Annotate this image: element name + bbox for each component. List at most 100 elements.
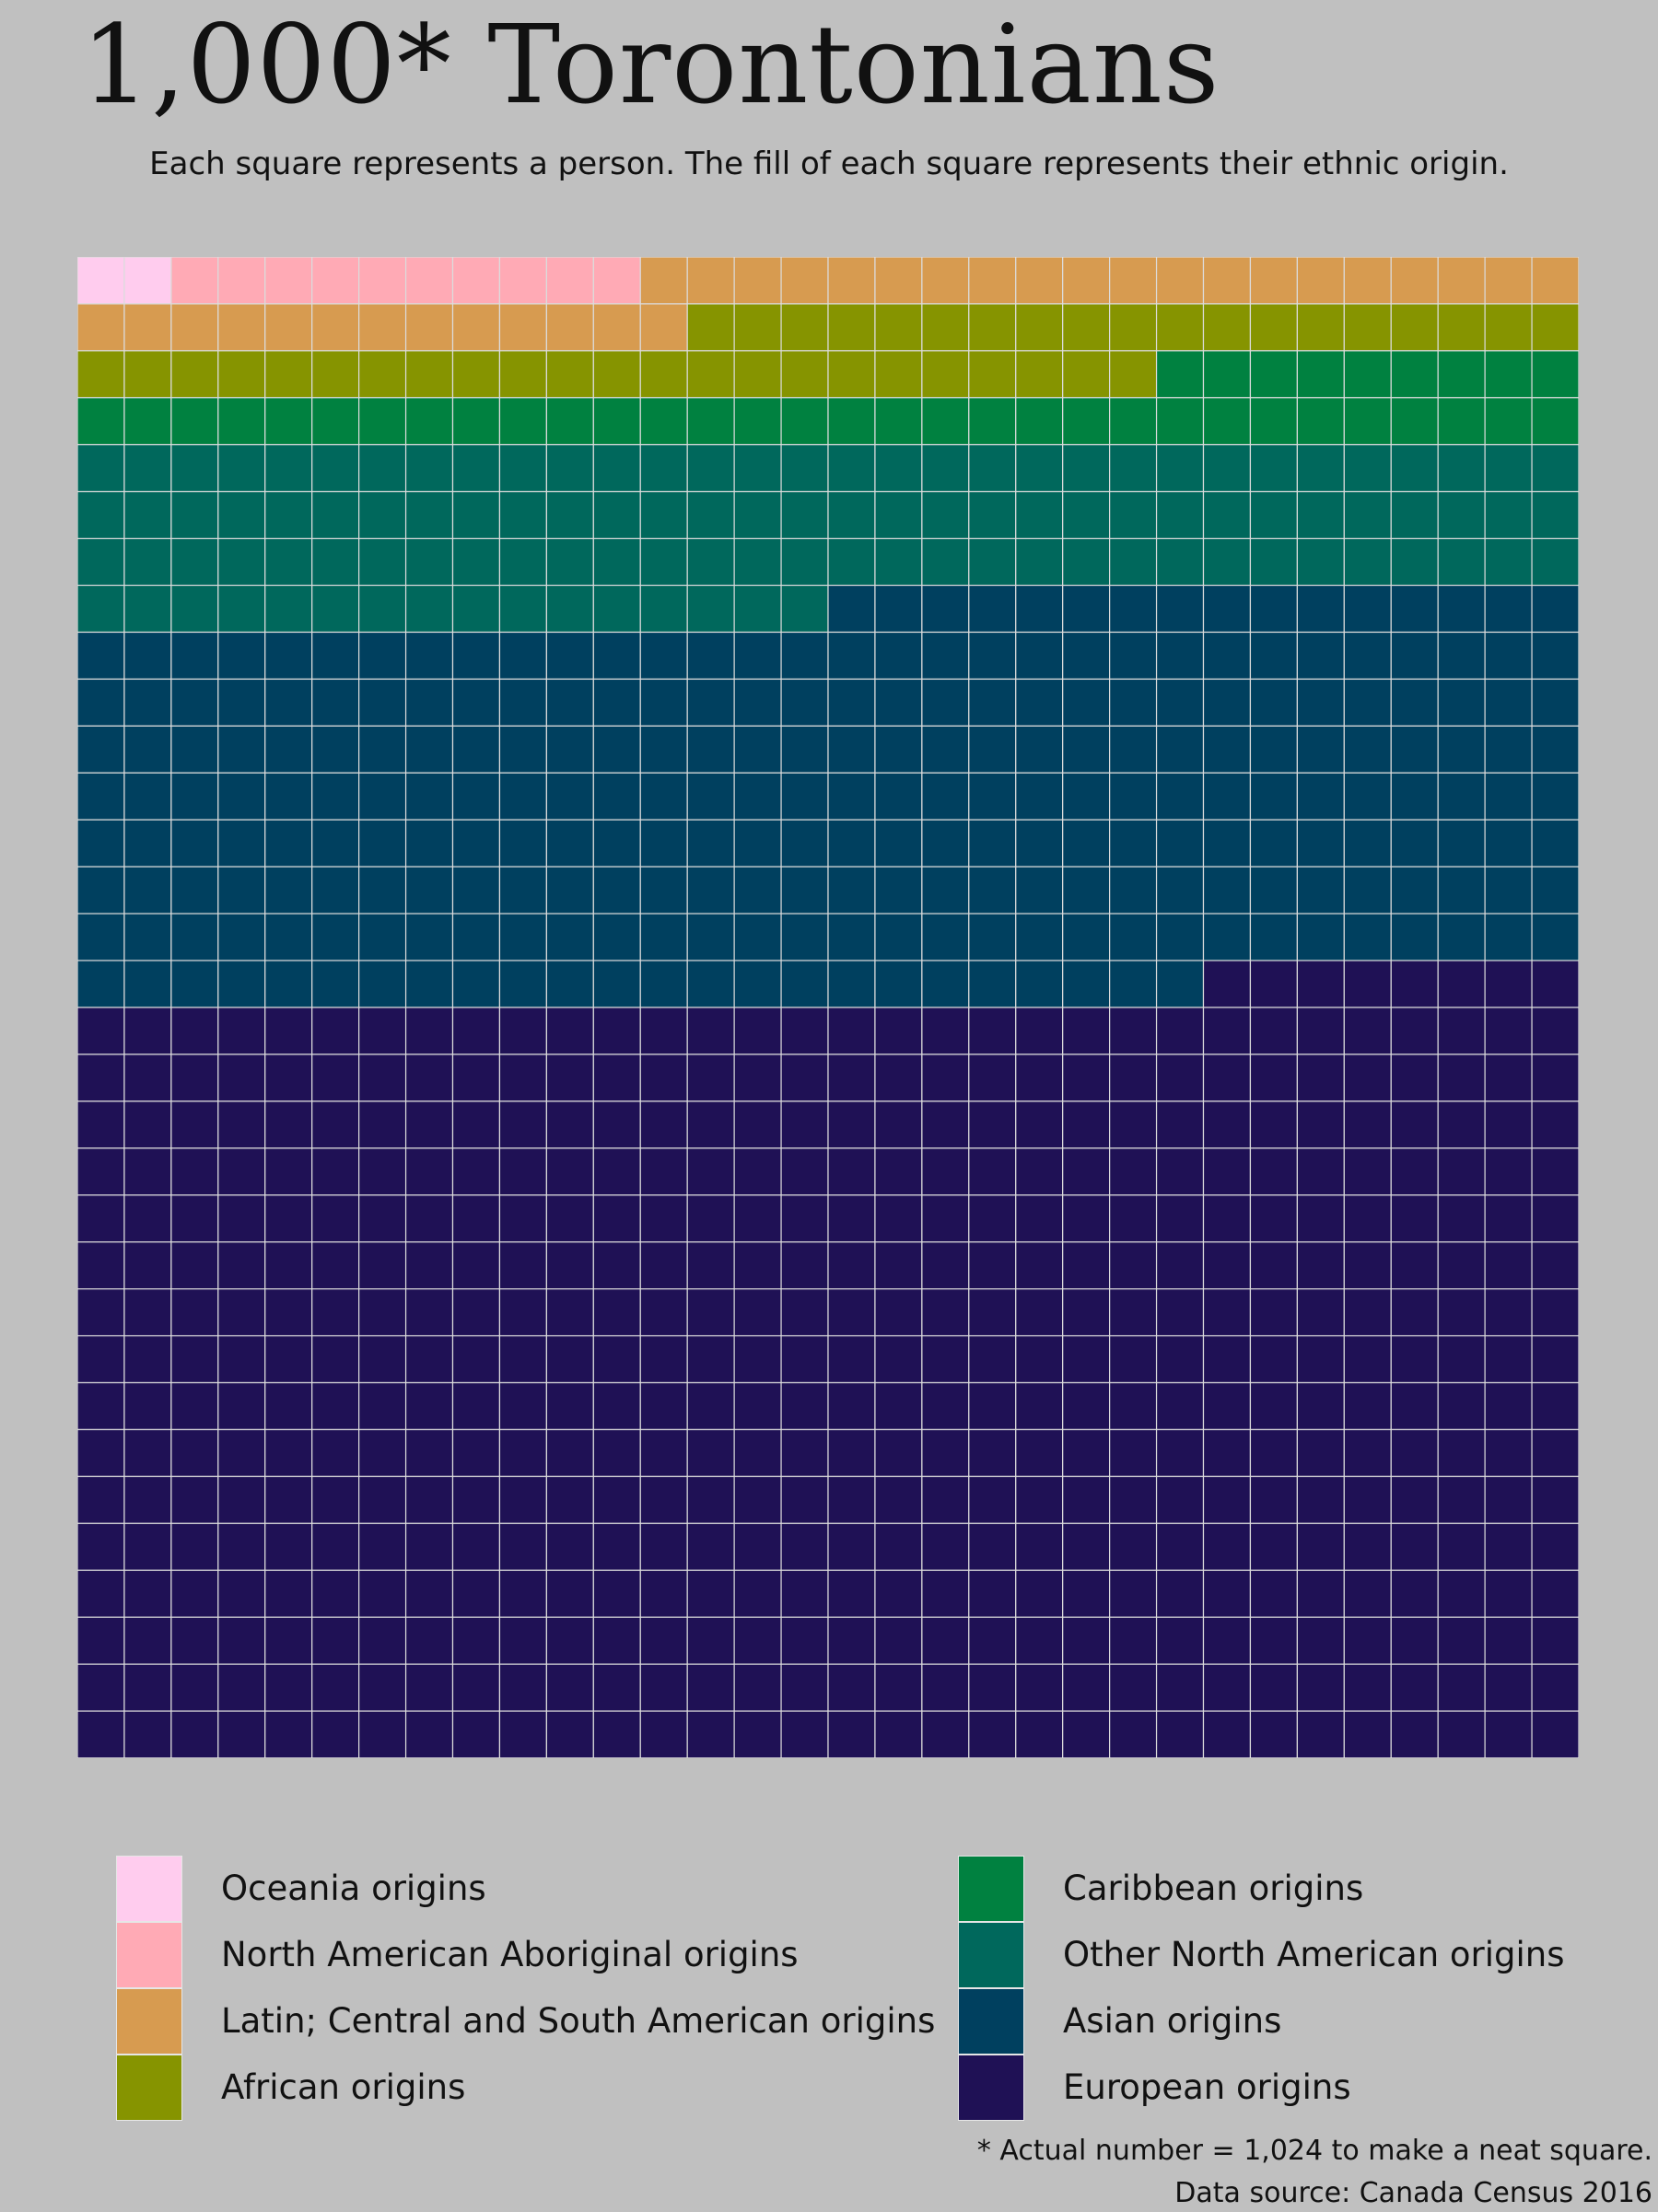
waffle-square <box>1249 1100 1298 1149</box>
waffle-square <box>1531 1147 1579 1196</box>
waffle-square <box>639 584 688 634</box>
waffle-square <box>264 1475 313 1524</box>
waffle-square <box>311 631 360 681</box>
waffle-square <box>874 303 923 352</box>
waffle-square <box>170 631 219 681</box>
waffle-square <box>1202 1663 1252 1712</box>
waffle-square <box>639 1569 688 1618</box>
waffle-square <box>358 538 407 587</box>
waffle-square <box>170 772 219 821</box>
waffle-square <box>686 1054 735 1102</box>
waffle-square <box>1155 1616 1205 1665</box>
waffle-square <box>1484 1147 1533 1196</box>
waffle-square <box>358 1054 407 1102</box>
waffle-square <box>874 538 923 587</box>
waffle-square <box>874 1475 923 1524</box>
waffle-square <box>545 397 594 446</box>
waffle-square <box>1109 1663 1158 1712</box>
waffle-square <box>1015 725 1064 774</box>
waffle-square <box>404 444 454 493</box>
waffle-square <box>1343 1663 1392 1712</box>
waffle-square <box>1015 491 1064 540</box>
waffle-square <box>358 1288 407 1337</box>
waffle-square <box>921 584 970 634</box>
waffle-square <box>77 1241 125 1290</box>
waffle-square <box>686 1381 735 1431</box>
waffle-square <box>1249 1663 1298 1712</box>
waffle-square <box>1249 491 1298 540</box>
waffle-square <box>358 350 407 399</box>
waffle-square <box>780 584 829 634</box>
waffle-square <box>123 1100 172 1149</box>
waffle-square <box>1343 584 1392 634</box>
waffle-square <box>639 913 688 961</box>
waffle-square <box>686 1007 735 1055</box>
waffle-square <box>1062 819 1111 867</box>
waffle-square <box>545 960 594 1008</box>
waffle-square <box>968 1475 1017 1524</box>
waffle-square <box>1062 1475 1111 1524</box>
waffle-square <box>170 538 219 587</box>
waffle-square <box>1249 772 1298 821</box>
waffle-square <box>77 725 125 774</box>
waffle-square <box>686 1241 735 1290</box>
waffle-square <box>921 1147 970 1196</box>
waffle-square <box>827 1288 876 1337</box>
legend-label: North American Aboriginal origins <box>221 1935 799 1974</box>
waffle-square <box>1390 1663 1439 1712</box>
chart-title: 1,000* Torontonians <box>81 1 1220 128</box>
waffle-square <box>1296 303 1345 352</box>
waffle-square <box>451 1428 501 1477</box>
waffle-square <box>123 257 172 305</box>
waffle-square <box>1062 1381 1111 1431</box>
waffle-square <box>404 1241 454 1290</box>
waffle-square <box>498 491 547 540</box>
waffle-square <box>1296 1569 1345 1618</box>
waffle-square <box>639 257 688 305</box>
waffle-square <box>1015 1194 1064 1243</box>
waffle-square <box>1015 1475 1064 1524</box>
waffle-square <box>170 1147 219 1196</box>
waffle-square <box>1296 1288 1345 1337</box>
waffle-square <box>217 1194 266 1243</box>
waffle-square <box>264 772 313 821</box>
waffle-square <box>123 1710 172 1758</box>
waffle-square <box>77 1522 125 1571</box>
waffle-square <box>1296 1147 1345 1196</box>
waffle-square <box>592 1569 641 1618</box>
waffle-square <box>592 1288 641 1337</box>
waffle-square <box>311 1475 360 1524</box>
waffle-square <box>311 397 360 446</box>
waffle-square <box>1155 444 1205 493</box>
waffle-square <box>1249 303 1298 352</box>
waffle-square <box>1484 1663 1533 1712</box>
waffle-square <box>827 772 876 821</box>
waffle-square <box>264 1054 313 1102</box>
waffle-square <box>733 257 782 305</box>
waffle-square <box>1249 1710 1298 1758</box>
waffle-square <box>1437 1428 1486 1477</box>
waffle-square <box>1437 584 1486 634</box>
waffle-square <box>1343 1616 1392 1665</box>
waffle-square <box>545 1100 594 1149</box>
waffle-square <box>1109 397 1158 446</box>
waffle-square <box>217 350 266 399</box>
waffle-square <box>1155 1100 1205 1149</box>
waffle-square <box>592 397 641 446</box>
waffle-square <box>780 960 829 1008</box>
waffle-square <box>968 678 1017 727</box>
legend-swatch <box>116 1988 182 2055</box>
waffle-square <box>1249 725 1298 774</box>
waffle-square <box>1531 1663 1579 1712</box>
waffle-square <box>1249 819 1298 867</box>
waffle-square <box>1531 1616 1579 1665</box>
waffle-square <box>451 1100 501 1149</box>
waffle-square <box>311 725 360 774</box>
waffle-square <box>780 1569 829 1618</box>
waffle-square <box>968 397 1017 446</box>
waffle-square <box>1202 1710 1252 1758</box>
waffle-square <box>545 1475 594 1524</box>
waffle-square <box>592 1007 641 1055</box>
waffle-square <box>921 303 970 352</box>
waffle-square <box>1437 819 1486 867</box>
